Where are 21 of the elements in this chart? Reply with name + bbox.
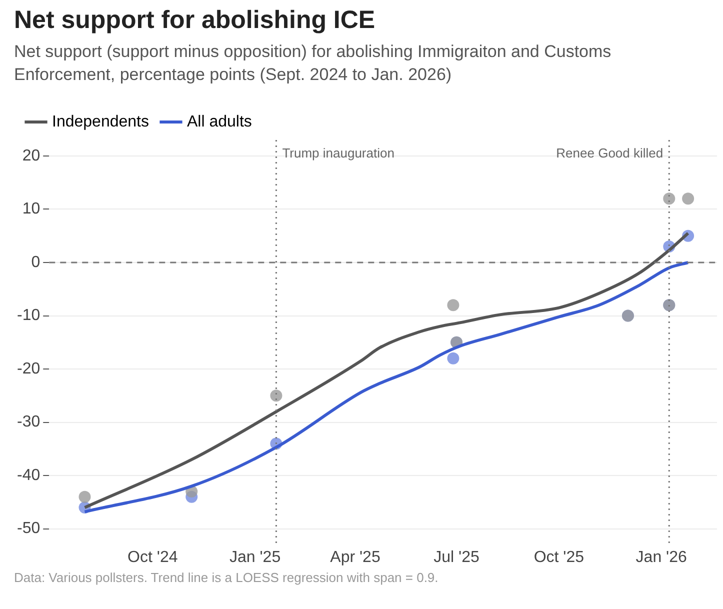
x-tick-label: Apr '25 xyxy=(330,548,380,566)
legend-label: All adults xyxy=(186,113,252,130)
ref-line-label: Trump inauguration xyxy=(282,146,394,161)
y-tick-label: -40 xyxy=(17,466,40,484)
y-tick-label: 20 xyxy=(22,147,40,164)
legend-label: Independents xyxy=(52,113,149,130)
text: Data: Various pollsters. Trend line is a LOESS regression with span = 0.9. xyxy=(14,570,438,586)
ref-line-label: Renee Good killed xyxy=(556,146,664,161)
x-tick-label: Oct '25 xyxy=(534,548,584,566)
x-tick-label: Jul '25 xyxy=(434,548,480,566)
y-tick-label: -50 xyxy=(17,520,40,538)
y-tick-label: -20 xyxy=(17,360,40,378)
chart-title: Net support for abolishing ICE xyxy=(14,6,376,35)
y-tick-label: -30 xyxy=(17,414,40,431)
y-tick-label: 0 xyxy=(31,254,40,271)
chart-subtitle: Net support (support minus opposition) for abolishing Immigraiton and Customs Enforcement, percentage points (Sept. 2024 to Jan. 2026) xyxy=(14,41,612,86)
y-tick-label: 10 xyxy=(22,200,40,218)
x-tick-label: Oct '24 xyxy=(128,548,178,566)
x-tick-label: Jan '25 xyxy=(230,548,281,566)
y-tick-label: -10 xyxy=(17,307,40,324)
x-tick-label: Jan '26 xyxy=(636,548,687,566)
